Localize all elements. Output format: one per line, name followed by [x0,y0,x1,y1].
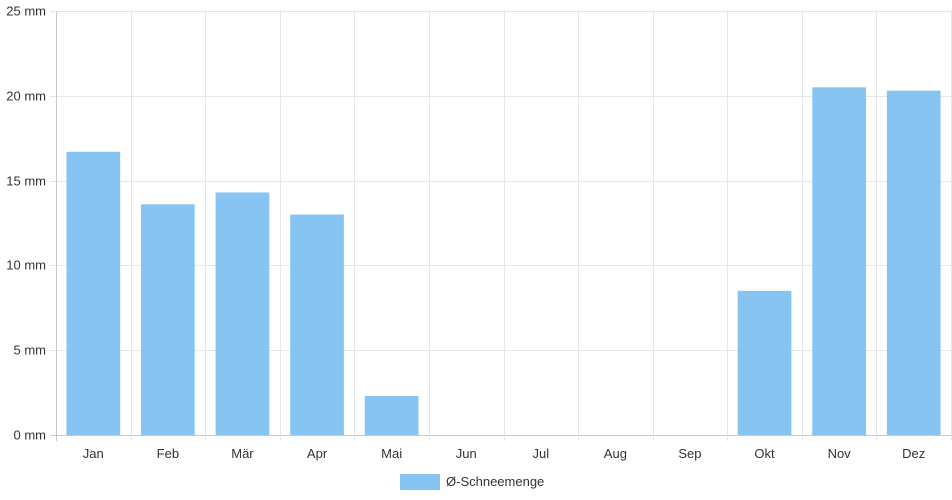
x-tick-label: Nov [828,446,852,461]
x-axis-ticks: Jan Feb Mär Apr Mai Jun Jul Aug Sep Okt Nov Dez [83,446,925,461]
x-tick-label: Sep [678,446,701,461]
y-tick-label: 15 mm [6,174,46,189]
y-tick-label: 5 mm [14,343,47,358]
x-tick-label: Mai [381,446,402,461]
y-axis-ticks: 0 mm 5 mm 10 mm 15 mm 20 mm 25 mm [6,4,46,443]
bar-jan[interactable] [66,151,121,435]
bar-mai[interactable] [364,395,419,435]
y-tick-label: 0 mm [14,428,47,443]
x-tick-label: Dez [902,446,925,461]
bar-mär[interactable] [215,192,270,435]
x-tick-label: Apr [307,446,328,461]
legend-swatch[interactable] [400,474,440,490]
x-tick-label: Okt [754,446,775,461]
x-tick-label: Feb [157,446,179,461]
bar-feb[interactable] [141,204,195,435]
legend-label[interactable]: Ø-Schneemenge [446,474,544,489]
bar-dez[interactable] [886,90,941,435]
legend[interactable]: Ø-Schneemenge [400,474,544,490]
y-tick-label: 25 mm [6,4,46,19]
grid-lines [50,11,952,441]
x-tick-label: Jan [83,446,104,461]
bars [66,87,941,435]
bar-okt[interactable] [737,290,792,435]
x-tick-label: Jun [456,446,477,461]
y-tick-label: 10 mm [6,258,46,273]
x-tick-label: Mär [231,446,254,461]
x-tick-label: Aug [604,446,627,461]
bar-apr[interactable] [290,214,344,435]
x-tick-label: Jul [532,446,549,461]
bar-nov[interactable] [812,87,866,435]
y-tick-label: 20 mm [6,89,46,104]
